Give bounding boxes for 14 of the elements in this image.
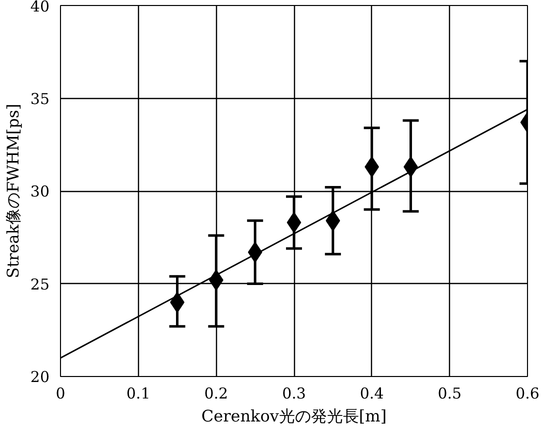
y-tick-label: 30 <box>30 182 50 200</box>
y-tick-label: 20 <box>30 368 50 386</box>
x-tick-label: 0.1 <box>126 384 150 402</box>
x-tick-label: 0.6 <box>516 384 540 402</box>
x-tick-label: 0 <box>56 384 66 402</box>
x-tick-label: 0.3 <box>282 384 306 402</box>
y-tick-label: 25 <box>30 275 50 294</box>
x-tick-label: 0.2 <box>204 384 228 402</box>
y-axis-title: Streak像のFWHM[ps] <box>3 104 22 278</box>
x-tick-label: 0.5 <box>438 384 462 402</box>
y-tick-label: 40 <box>30 0 50 16</box>
y-tick-label: 35 <box>30 90 50 108</box>
x-tick-label: 0.4 <box>360 384 384 402</box>
x-axis-title: Cerenkov光の発光長[m] <box>201 406 387 426</box>
